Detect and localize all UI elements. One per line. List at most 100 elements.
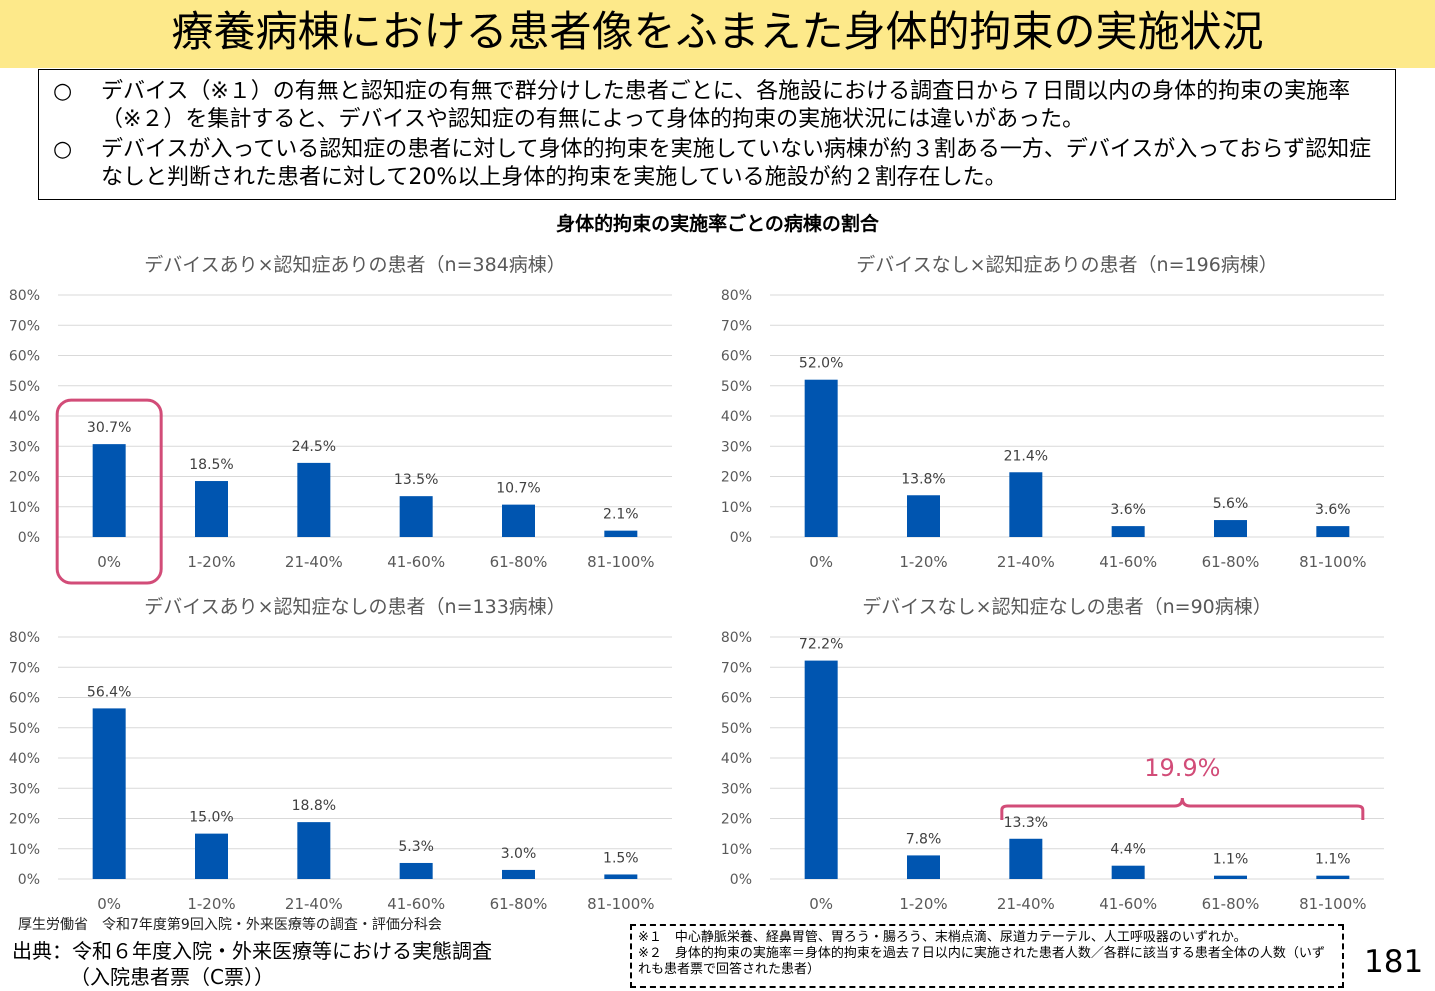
x-tick-label: 0%	[97, 553, 121, 571]
x-tick-label: 81-100%	[1299, 895, 1366, 913]
bar	[195, 481, 228, 537]
y-tick-label: 20%	[9, 812, 40, 828]
x-tick-label: 81-100%	[1299, 553, 1366, 571]
bar	[297, 822, 331, 879]
chart-2: デバイスなし×認知症ありの患者（n=196病棟） 0% 10% 20% 30% 40% 50…	[712, 240, 1412, 585]
y-tick-label: 70%	[721, 660, 752, 676]
y-tick-label: 70%	[9, 660, 40, 676]
section-title: 身体的拘束の実施率ごとの病棟の割合	[556, 213, 879, 235]
data-label: 30.7%	[87, 420, 131, 436]
chart-1-svg: デバイスあり×認知症ありの患者（n=384病棟） 0% 10% 20% 30% 40% 50…	[9, 254, 672, 585]
chart-title: デバイスあり×認知症なしの患者（n=133病棟）	[144, 596, 566, 618]
bar	[604, 874, 638, 879]
bar	[1316, 526, 1350, 537]
bar	[92, 444, 126, 537]
x-tick-label: 81-100%	[587, 895, 654, 913]
bar	[1214, 520, 1247, 537]
chart-4: デバイスなし×認知症なしの患者（n=90病棟） 0% 10% 20% 30% 40% 50%…	[712, 582, 1412, 927]
x-tick-label: 0%	[809, 553, 833, 571]
x-tick-label: 41-60%	[1099, 895, 1157, 913]
x-tick-label: 1-20%	[187, 895, 235, 913]
summary-text: デバイスが入っている認知症の患者に対して身体的拘束を実施していない病棟が約３割あ…	[101, 137, 1372, 190]
data-label: 15.0%	[189, 810, 233, 826]
x-tick-label: 81-100%	[587, 553, 654, 571]
data-label: 4.4%	[1110, 842, 1146, 858]
data-label: 18.5%	[189, 457, 233, 473]
x-tick-label: 41-60%	[1099, 553, 1157, 571]
y-tick-label: 10%	[9, 842, 40, 858]
chart-3: デバイスあり×認知症なしの患者（n=133病棟） 0% 10% 20% 30% 40% 50…	[0, 582, 700, 927]
y-tick-label: 10%	[721, 842, 752, 858]
data-label: 10.7%	[496, 481, 540, 497]
y-tick-label: 30%	[9, 439, 40, 455]
y-tick-label: 20%	[721, 812, 752, 828]
bar	[1009, 838, 1043, 879]
source-line-1: 出典：令和６年度入院・外来医療等における実態調査	[12, 939, 492, 963]
x-tick-label: 61-80%	[1202, 553, 1260, 571]
x-tick-label: 0%	[97, 895, 121, 913]
data-label: 3.0%	[501, 846, 537, 862]
data-label: 24.5%	[292, 439, 336, 455]
title-bar: 療養病棟における患者像をふまえた身体的拘束の実施状況	[0, 0, 1435, 68]
bar	[907, 855, 940, 879]
source-line-2: （入院患者票（C票））	[70, 965, 274, 989]
y-tick-label: 80%	[721, 288, 752, 304]
notes-box: ※１ 中心静脈栄養、経鼻胃管、胃ろう・腸ろう、末梢点滴、尿道カテーテル、人工呼吸…	[630, 924, 1344, 988]
bullet-icon: ○	[53, 137, 73, 162]
x-tick-label: 21-40%	[285, 895, 343, 913]
page-title: 療養病棟における患者像をふまえた身体的拘束の実施状況	[171, 7, 1264, 56]
x-tick-label: 1-20%	[187, 553, 235, 571]
x-tick-label: 1-20%	[899, 895, 947, 913]
chart-4-svg: デバイスなし×認知症なしの患者（n=90病棟） 0% 10% 20% 30% 40% 50%…	[721, 596, 1384, 913]
y-tick-label: 20%	[721, 470, 752, 486]
chart-title: デバイスあり×認知症ありの患者（n=384病棟）	[144, 254, 566, 276]
y-tick-label: 60%	[721, 691, 752, 707]
data-label: 56.4%	[87, 684, 131, 700]
x-tick-label: 21-40%	[285, 553, 343, 571]
bar	[195, 833, 228, 879]
page-number: 181	[1364, 944, 1424, 980]
chart-title: デバイスなし×認知症ありの患者（n=196病棟）	[856, 254, 1278, 276]
chart-1: デバイスあり×認知症ありの患者（n=384病棟） 0% 10% 20% 30% 40% 50…	[0, 240, 700, 585]
data-label: 18.8%	[292, 798, 336, 814]
bar	[92, 708, 126, 879]
data-label: 2.1%	[603, 507, 639, 523]
chart-2-svg: デバイスなし×認知症ありの患者（n=196病棟） 0% 10% 20% 30% 40% 50…	[721, 254, 1384, 571]
y-tick-label: 40%	[9, 409, 40, 425]
bar	[1111, 865, 1145, 879]
bullet-icon: ○	[53, 79, 73, 104]
y-tick-label: 20%	[9, 470, 40, 486]
y-tick-label: 30%	[9, 781, 40, 797]
y-tick-label: 50%	[721, 379, 752, 395]
bar	[502, 504, 535, 537]
bar	[1111, 526, 1145, 537]
y-tick-label: 50%	[9, 379, 40, 395]
bar	[1316, 875, 1350, 879]
chart-3-svg: デバイスあり×認知症なしの患者（n=133病棟） 0% 10% 20% 30% 40% 50…	[9, 596, 672, 913]
x-tick-label: 0%	[809, 895, 833, 913]
bar	[502, 869, 535, 879]
x-tick-label: 1-20%	[899, 553, 947, 571]
data-label: 1.1%	[1315, 852, 1351, 868]
data-label: 72.2%	[799, 637, 843, 653]
bar	[604, 530, 638, 537]
x-tick-label: 21-40%	[997, 895, 1055, 913]
highlight-box	[55, 398, 163, 585]
x-tick-label: 41-60%	[387, 553, 445, 571]
y-tick-label: 80%	[721, 630, 752, 646]
y-tick-label: 60%	[721, 349, 752, 365]
note-1: ※１ 中心静脈栄養、経鼻胃管、胃ろう・腸ろう、末梢点滴、尿道カテーテル、人工呼吸…	[638, 930, 1247, 945]
bar	[804, 660, 838, 879]
data-label: 3.6%	[1315, 502, 1351, 518]
y-tick-label: 60%	[9, 349, 40, 365]
y-tick-label: 60%	[9, 691, 40, 707]
y-tick-label: 0%	[730, 530, 752, 546]
x-tick-label: 61-80%	[490, 895, 548, 913]
y-tick-label: 80%	[9, 288, 40, 304]
y-tick-label: 30%	[721, 781, 752, 797]
y-tick-label: 70%	[721, 318, 752, 334]
data-label: 13.8%	[901, 471, 945, 487]
bar	[1009, 472, 1043, 537]
note-2: ※２ 身体的拘束の実施率＝身体的拘束を過去７日以内に実施された患者人数／各群に該…	[638, 946, 1325, 977]
y-tick-label: 0%	[730, 872, 752, 888]
